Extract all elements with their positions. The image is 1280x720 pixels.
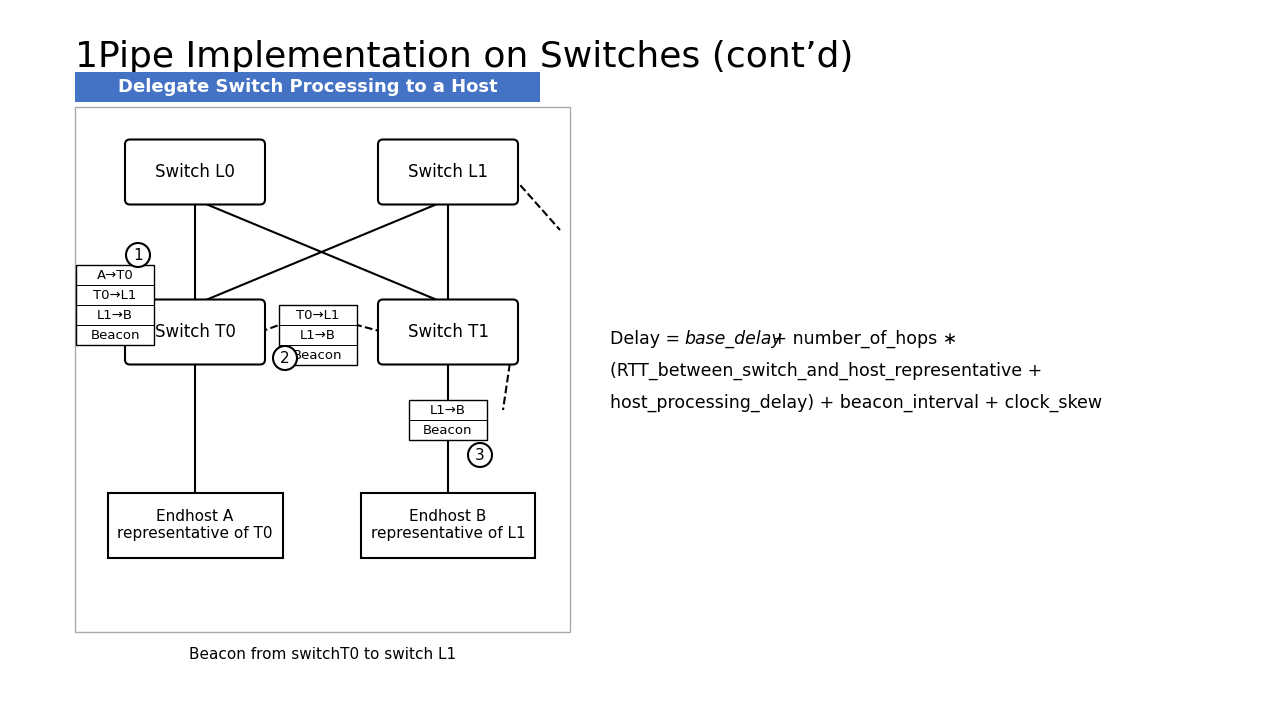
Text: L1→B: L1→B xyxy=(97,308,133,322)
Text: 1: 1 xyxy=(133,248,143,263)
Text: A→T0: A→T0 xyxy=(96,269,133,282)
FancyBboxPatch shape xyxy=(76,265,154,345)
Text: Switch T1: Switch T1 xyxy=(407,323,489,341)
Text: Endhost B
representative of L1: Endhost B representative of L1 xyxy=(371,509,525,541)
Text: base_delay: base_delay xyxy=(684,330,782,348)
Text: Switch L0: Switch L0 xyxy=(155,163,236,181)
FancyBboxPatch shape xyxy=(76,107,570,632)
Text: Beacon from switchT0 to switch L1: Beacon from switchT0 to switch L1 xyxy=(189,647,456,662)
Text: 2: 2 xyxy=(280,351,289,366)
Text: + number_of_hops ∗: + number_of_hops ∗ xyxy=(767,330,957,348)
Text: Switch T0: Switch T0 xyxy=(155,323,236,341)
FancyBboxPatch shape xyxy=(125,140,265,204)
Text: L1→B: L1→B xyxy=(430,403,466,416)
Circle shape xyxy=(125,243,150,267)
Text: Switch L1: Switch L1 xyxy=(408,163,488,181)
Text: 1Pipe Implementation on Switches (cont’d): 1Pipe Implementation on Switches (cont’d… xyxy=(76,40,854,74)
Text: host_processing_delay) + beacon_interval + clock_skew: host_processing_delay) + beacon_interval… xyxy=(611,394,1102,413)
Circle shape xyxy=(468,443,492,467)
Text: 3: 3 xyxy=(475,448,485,462)
FancyBboxPatch shape xyxy=(125,300,265,364)
Text: Delegate Switch Processing to a Host: Delegate Switch Processing to a Host xyxy=(118,78,498,96)
FancyBboxPatch shape xyxy=(361,492,535,557)
FancyBboxPatch shape xyxy=(378,300,518,364)
Text: T0→L1: T0→L1 xyxy=(296,308,339,322)
Text: (RTT_between_switch_and_host_representative +: (RTT_between_switch_and_host_representat… xyxy=(611,362,1042,380)
FancyBboxPatch shape xyxy=(108,492,283,557)
Circle shape xyxy=(273,346,297,370)
Text: Delay =: Delay = xyxy=(611,330,686,348)
FancyBboxPatch shape xyxy=(378,140,518,204)
Text: T0→L1: T0→L1 xyxy=(93,289,137,302)
Text: Beacon: Beacon xyxy=(293,348,343,361)
FancyBboxPatch shape xyxy=(76,72,540,102)
FancyBboxPatch shape xyxy=(279,305,357,365)
Text: L1→B: L1→B xyxy=(300,328,335,341)
Text: Beacon: Beacon xyxy=(91,328,140,341)
Text: Endhost A
representative of T0: Endhost A representative of T0 xyxy=(118,509,273,541)
Text: Beacon: Beacon xyxy=(424,423,472,436)
FancyBboxPatch shape xyxy=(410,400,486,440)
